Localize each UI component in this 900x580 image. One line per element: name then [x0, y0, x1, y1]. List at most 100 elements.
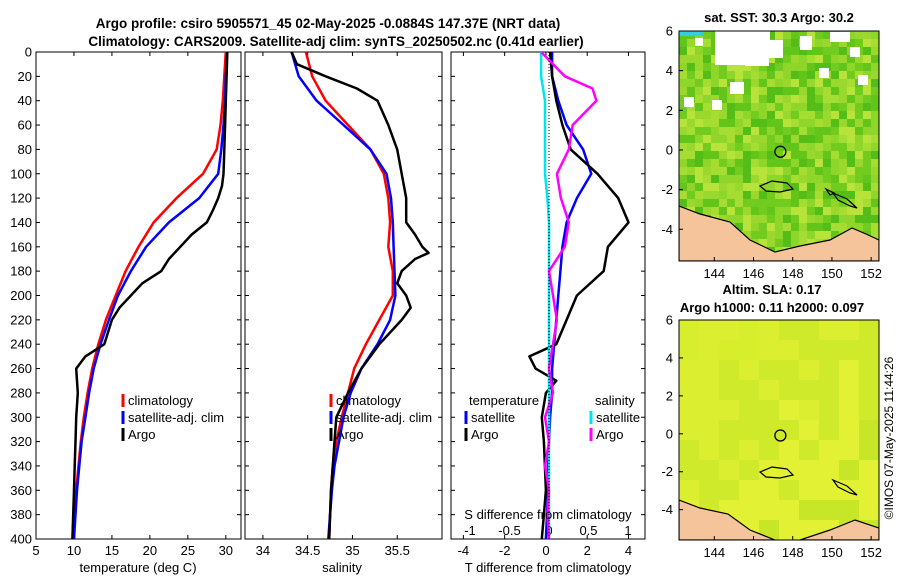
- sla-map-title-line2: Argo h1000: 0.11 h2000: 0.097: [680, 300, 864, 315]
- sst-cell: [751, 95, 759, 103]
- sst-cell: [863, 143, 871, 151]
- x-tick-label: -4: [458, 543, 470, 558]
- sst-cell: [823, 223, 831, 231]
- sst-cell: [807, 167, 815, 175]
- sst-cell: [679, 143, 687, 151]
- sst-cell: [735, 183, 743, 191]
- sst-cell: [759, 207, 767, 215]
- sst-cell: [767, 143, 775, 151]
- s-tick-label: 1: [624, 523, 631, 538]
- sst-cell: [783, 175, 791, 183]
- sst-cell: [839, 95, 847, 103]
- sla-cell: [799, 480, 819, 500]
- figure-title-line1: Argo profile: csiro 5905571_45 02-May-20…: [96, 16, 560, 31]
- sst-cell: [831, 175, 839, 183]
- sst-cell: [815, 175, 823, 183]
- sla-cell: [679, 420, 699, 440]
- sst-cell: [847, 183, 855, 191]
- sst-cell: [783, 47, 791, 55]
- sst-cell: [871, 191, 879, 199]
- sla-cell: [859, 440, 879, 460]
- sst-cell: [695, 119, 703, 127]
- map-x-tick-label: 150: [821, 545, 843, 560]
- sst-cell: [727, 167, 735, 175]
- sst-cell: [831, 47, 839, 55]
- sst-cell: [767, 151, 775, 159]
- sst-cell: [727, 103, 735, 111]
- series-line-argo: [290, 52, 430, 539]
- sst-cell: [863, 191, 871, 199]
- sla-cell: [779, 320, 799, 340]
- sst-cell: [871, 95, 879, 103]
- sst-cell: [831, 127, 839, 135]
- sst-cell: [679, 39, 687, 47]
- difference-legend: temperature salinity satellite Argo sate…: [464, 393, 640, 442]
- sst-cell: [823, 55, 831, 63]
- difference-xlabel: T difference from climatology: [465, 560, 632, 575]
- sst-cell: [727, 175, 735, 183]
- sst-cell: [783, 103, 791, 111]
- sst-cell: [703, 191, 711, 199]
- sst-cell: [743, 167, 751, 175]
- sst-cell: [855, 127, 863, 135]
- sst-cell: [871, 55, 879, 63]
- sst-cell: [695, 183, 703, 191]
- sst-cell: [831, 207, 839, 215]
- sla-cell: [679, 440, 699, 460]
- sst-cell: [871, 63, 879, 71]
- legend-temperature-title: temperature: [469, 393, 539, 408]
- sst-cell: [783, 191, 791, 199]
- sst-cell: [727, 63, 735, 71]
- sst-cell: [719, 215, 727, 223]
- sst-cell: [791, 199, 799, 207]
- sst-cell: [791, 119, 799, 127]
- sst-cell: [743, 199, 751, 207]
- sst-cell: [695, 87, 703, 95]
- y-tick-label: 20: [18, 69, 32, 84]
- sst-cell: [823, 207, 831, 215]
- sst-cell: [743, 159, 751, 167]
- sst-cell: [711, 191, 719, 199]
- sst-cell: [687, 175, 695, 183]
- sst-cell: [791, 135, 799, 143]
- y-tick-label: 360: [10, 483, 32, 498]
- sst-cell: [799, 199, 807, 207]
- sla-cell: [779, 400, 799, 420]
- sst-cell: [871, 103, 879, 111]
- sst-cell: [807, 79, 815, 87]
- sst-cell: [839, 103, 847, 111]
- sst-cell: [695, 151, 703, 159]
- sst-cell: [743, 207, 751, 215]
- sst-cell: [807, 223, 815, 231]
- sst-cell: [791, 191, 799, 199]
- sst-cell: [855, 39, 863, 47]
- sst-cell: [807, 71, 815, 79]
- sst-cell: [775, 55, 783, 63]
- sst-cell: [695, 79, 703, 87]
- sst-cell: [759, 127, 767, 135]
- sst-cell: [759, 151, 767, 159]
- sst-cell: [831, 79, 839, 87]
- sst-cell: [727, 183, 735, 191]
- sst-cell: [815, 199, 823, 207]
- sst-cell: [871, 143, 879, 151]
- sst-map-title: sat. SST: 30.3 Argo: 30.2: [704, 10, 854, 25]
- sst-cell: [847, 31, 855, 39]
- map-x-tick-label: 146: [743, 545, 765, 560]
- sla-cell: [679, 460, 699, 480]
- x-tick-label: 25: [181, 543, 195, 558]
- sst-cell: [831, 71, 839, 79]
- sst-cell: [791, 239, 799, 247]
- sst-cell: [807, 127, 815, 135]
- sst-cell: [823, 231, 831, 239]
- sst-cell: [799, 111, 807, 119]
- map-y-tick-label: 2: [666, 103, 673, 118]
- sst-cell: [823, 151, 831, 159]
- sst-cell: [783, 183, 791, 191]
- sst-cell: [703, 151, 711, 159]
- sst-cell: [687, 167, 695, 175]
- sst-cell: [767, 79, 775, 87]
- sst-cell: [759, 215, 767, 223]
- sst-cell: [743, 223, 751, 231]
- sla-cell: [699, 400, 719, 420]
